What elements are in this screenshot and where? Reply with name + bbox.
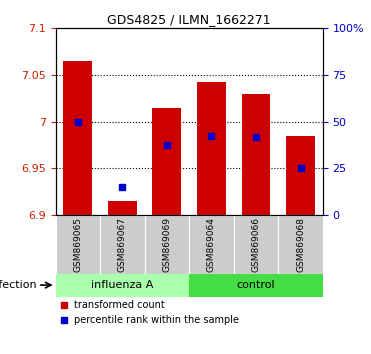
Bar [145,215,189,274]
Bar [234,215,278,274]
Text: transformed count: transformed count [74,300,165,310]
Text: GSM869069: GSM869069 [162,217,171,272]
Bar [100,215,145,274]
Title: GDS4825 / ILMN_1662271: GDS4825 / ILMN_1662271 [107,13,271,26]
Text: GSM869068: GSM869068 [296,217,305,272]
Bar [152,108,181,215]
Text: GSM869064: GSM869064 [207,217,216,272]
Text: infection: infection [0,280,37,290]
Bar [56,274,189,297]
Text: influenza A: influenza A [91,280,154,290]
Bar [286,136,315,215]
Bar [278,215,323,274]
Text: control: control [237,280,275,290]
Bar [197,82,226,215]
Bar [108,201,137,215]
Bar [189,274,323,297]
Text: GSM869066: GSM869066 [252,217,260,272]
Bar [189,215,234,274]
Text: percentile rank within the sample: percentile rank within the sample [74,315,239,325]
Bar [63,61,92,215]
Text: GSM869067: GSM869067 [118,217,127,272]
Bar [56,215,100,274]
Bar [242,93,270,215]
Text: GSM869065: GSM869065 [73,217,82,272]
